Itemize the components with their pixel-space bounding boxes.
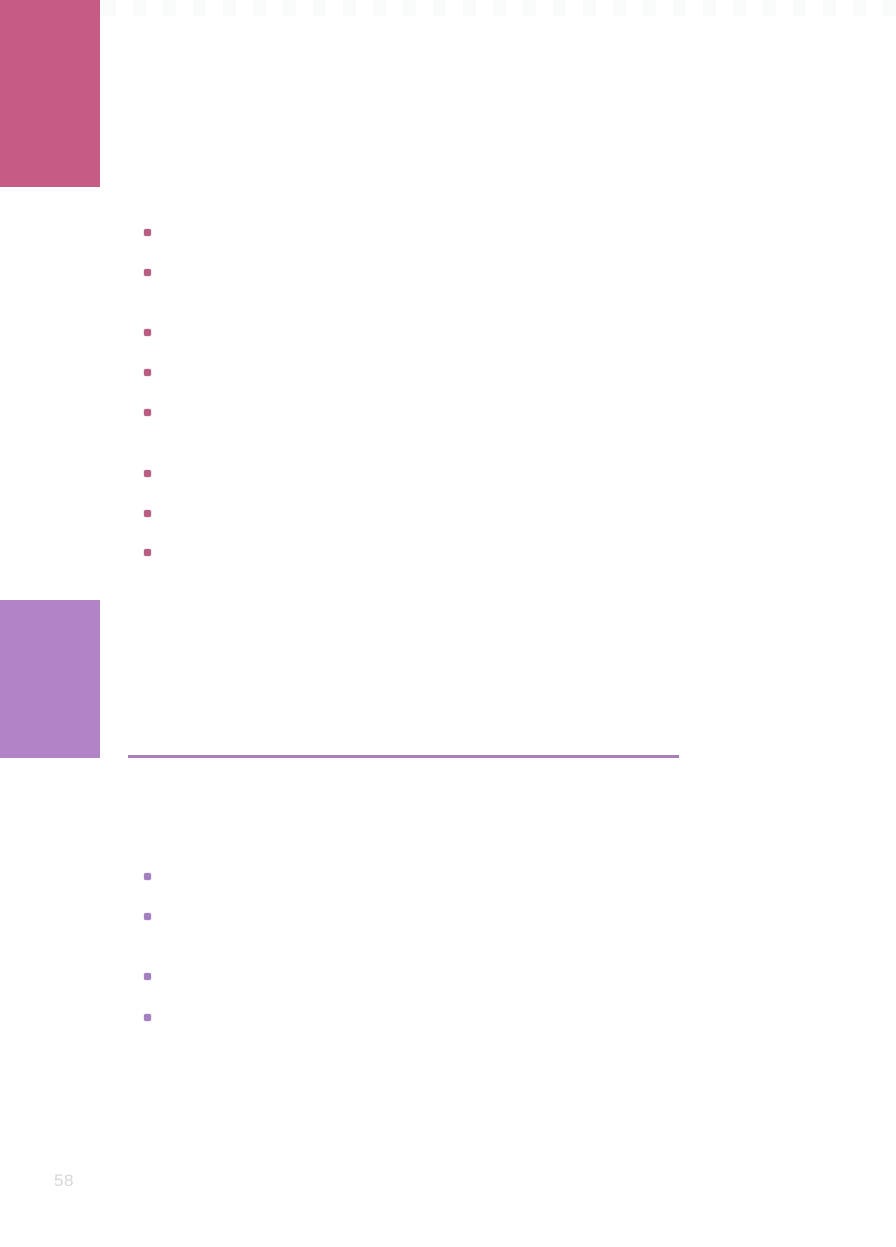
section-marker-purple: [0, 600, 100, 758]
bullet-marker: [144, 409, 151, 416]
bullet-marker: [144, 269, 151, 276]
heading-underline: [128, 755, 679, 758]
bullet-marker: [144, 369, 151, 376]
bullet-marker: [144, 329, 151, 336]
bullet-marker: [144, 549, 151, 556]
bullet-marker: [144, 510, 151, 517]
bullet-marker: [144, 873, 151, 880]
page-number: 58: [54, 1171, 74, 1190]
watermark-strip: [103, 0, 896, 16]
bullet-marker: [144, 1014, 151, 1021]
bullet-marker: [144, 973, 151, 980]
bullet-marker: [144, 470, 151, 477]
bullet-marker: [144, 229, 151, 236]
section-marker-pink: [0, 0, 100, 187]
bullet-marker: [144, 913, 151, 920]
